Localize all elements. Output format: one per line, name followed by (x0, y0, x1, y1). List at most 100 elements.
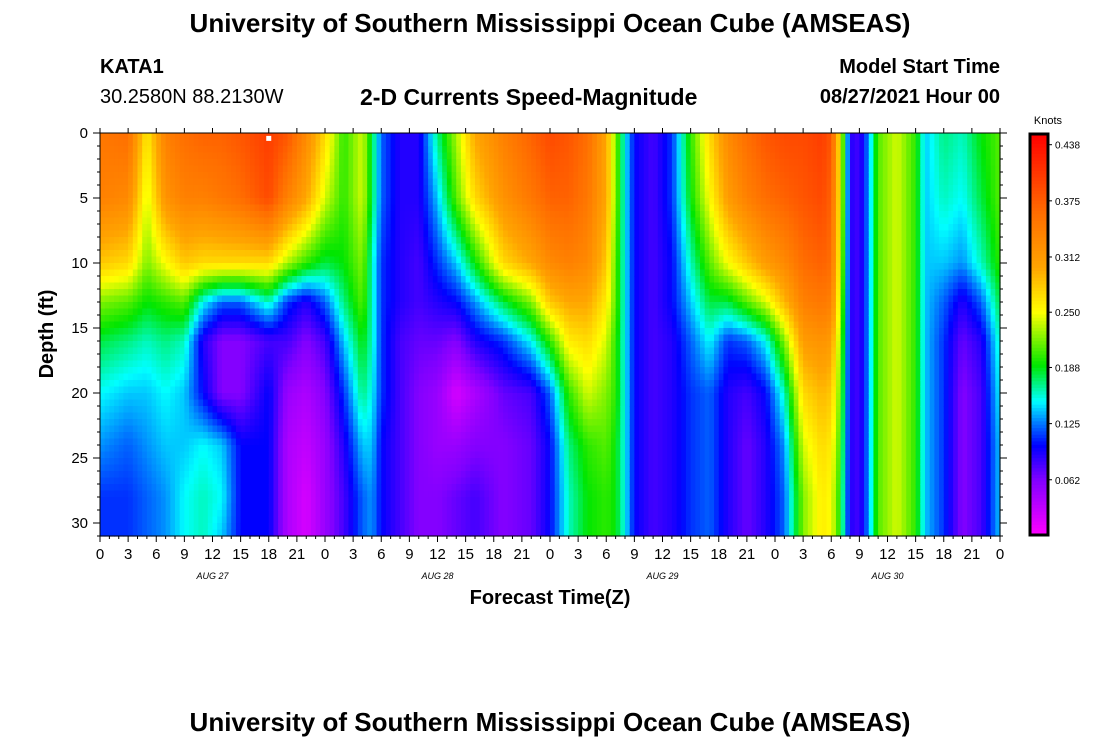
heatmap-cell (268, 425, 275, 433)
heatmap-cell (264, 393, 270, 401)
heatmap-cell (132, 159, 139, 167)
heatmap-cell (371, 178, 378, 186)
heatmap-cell (189, 321, 195, 329)
heatmap-cell (273, 295, 279, 303)
heatmap-cell (357, 146, 364, 154)
heatmap-cell (165, 269, 171, 277)
heatmap-cell (165, 139, 171, 147)
heatmap-cell (250, 347, 256, 355)
heatmap-cell (100, 165, 106, 173)
heatmap-cell (475, 139, 481, 147)
heatmap-cell (109, 406, 115, 414)
heatmap-cell (460, 276, 467, 284)
heatmap-cell (137, 399, 143, 407)
heatmap-cell (409, 250, 415, 258)
heatmap-cell (292, 250, 298, 258)
heatmap-cell (423, 224, 429, 232)
heatmap-cell (114, 224, 120, 232)
heatmap-cell (470, 269, 476, 277)
heatmap-cell (109, 191, 115, 199)
heatmap-cell (132, 204, 139, 212)
heatmap-cell (165, 308, 171, 316)
heatmap-cell (400, 438, 406, 446)
heatmap-cell (114, 256, 120, 264)
heatmap-cell (128, 328, 134, 336)
heatmap-cell (132, 399, 139, 407)
heatmap-cell (189, 497, 195, 505)
heatmap-cell (428, 191, 434, 199)
heatmap-cell (367, 289, 373, 297)
heatmap-cells (100, 133, 1001, 537)
heatmap-cell (460, 516, 467, 524)
heatmap-cell (334, 471, 340, 479)
heatmap-cell (292, 263, 298, 271)
heatmap-cell (390, 419, 396, 427)
heatmap-cell (231, 516, 237, 524)
heatmap-cell (400, 172, 406, 180)
heatmap-cell (170, 269, 176, 277)
heatmap-cell (175, 406, 181, 414)
heatmap-cell (460, 159, 467, 167)
heatmap-cell (395, 523, 401, 531)
heatmap-cell (460, 230, 467, 238)
heatmap-cell (128, 399, 134, 407)
heatmap-cell (395, 224, 401, 232)
heatmap-cell (118, 367, 125, 375)
heatmap-cell (371, 510, 378, 518)
heatmap-cell (207, 185, 214, 193)
heatmap-cell (245, 172, 251, 180)
heatmap-cell (357, 308, 364, 316)
heatmap-cell (367, 503, 373, 511)
heatmap-cell (156, 256, 162, 264)
heatmap-cell (418, 315, 425, 323)
heatmap-cell (151, 354, 157, 362)
heatmap-cell (118, 334, 125, 342)
heatmap-cell (109, 438, 115, 446)
heatmap-cell (343, 204, 350, 212)
heatmap-cell (245, 224, 251, 232)
heatmap-cell (118, 529, 125, 537)
heatmap-cell (221, 380, 228, 388)
heatmap-cell (151, 458, 157, 466)
heatmap-cell (306, 256, 312, 264)
heatmap-cell (170, 412, 176, 420)
heatmap-cell (460, 510, 467, 518)
heatmap-cell (278, 263, 284, 271)
heatmap-cell (348, 438, 354, 446)
heatmap-cell (104, 237, 110, 245)
heatmap-cell (446, 172, 453, 180)
heatmap-cell (268, 451, 275, 459)
heatmap-cell (418, 211, 425, 219)
heatmap-cell (198, 243, 204, 251)
heatmap-cell (310, 399, 317, 407)
heatmap-cell (442, 282, 448, 290)
heatmap-cell (123, 451, 129, 459)
heatmap-cell (310, 315, 317, 323)
heatmap-cell (395, 471, 401, 479)
heatmap-cell (367, 224, 373, 232)
heatmap-cell (343, 497, 350, 505)
heatmap-cell (268, 178, 275, 186)
heatmap-cell (371, 367, 378, 375)
heatmap-cell (114, 380, 120, 388)
heatmap-cell (329, 367, 335, 375)
heatmap-cell (198, 204, 204, 212)
heatmap-cell (282, 315, 289, 323)
heatmap-cell (118, 165, 125, 173)
heatmap-cell (175, 367, 181, 375)
heatmap-cell (100, 523, 106, 531)
heatmap-cell (198, 217, 204, 225)
heatmap-cell (137, 393, 143, 401)
heatmap-cell (264, 380, 270, 388)
heatmap-cell (273, 185, 279, 193)
heatmap-cell (325, 451, 331, 459)
heatmap-cell (357, 367, 364, 375)
heatmap-cell (442, 347, 448, 355)
heatmap-cell (460, 146, 467, 154)
heatmap-cell (128, 529, 134, 537)
heatmap-cell (151, 165, 157, 173)
heatmap-cell (109, 152, 115, 160)
heatmap-cell (385, 159, 392, 167)
heatmap-cell (259, 295, 265, 303)
heatmap-cell (315, 438, 321, 446)
